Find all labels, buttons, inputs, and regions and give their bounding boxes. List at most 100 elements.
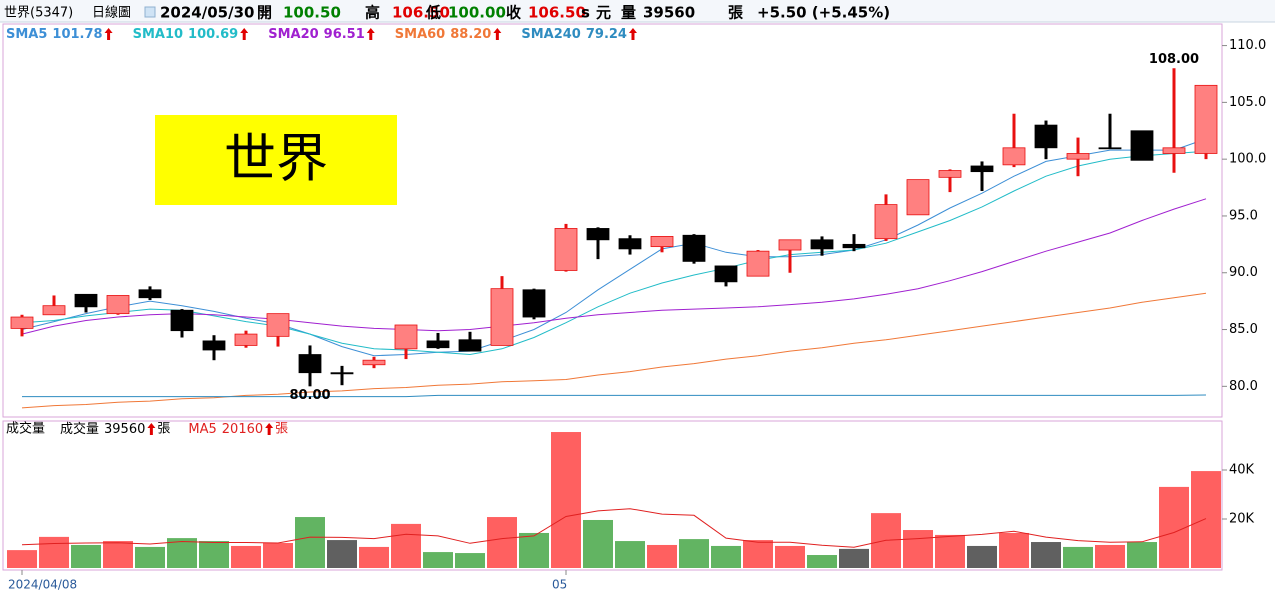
- open-label: 開: [257, 4, 272, 22]
- candle-body: [1130, 130, 1154, 161]
- ma-line: [21, 150, 1207, 356]
- volume-bar: [327, 540, 357, 568]
- volume-bar: [1031, 542, 1061, 568]
- candle-body: [778, 239, 802, 251]
- candle-body: [106, 295, 130, 315]
- y-tick-label: 100.0: [1229, 152, 1266, 167]
- change: +5.50 (+5.45%): [757, 4, 890, 22]
- volume-bar: [7, 550, 37, 568]
- candle-body: [842, 243, 866, 249]
- volume-bar: [487, 517, 517, 568]
- volume-legend-entry: 成交量 39560: [60, 421, 145, 437]
- legend-name: MA5: [188, 422, 216, 437]
- volume-bar: [807, 555, 837, 568]
- up-arrow-icon: [628, 28, 637, 40]
- volume-bar: [1127, 542, 1157, 568]
- candle-body: [1098, 147, 1122, 150]
- volume-label: 量: [621, 4, 636, 22]
- candle-body: [74, 293, 98, 308]
- volume-title: 成交量: [6, 421, 45, 437]
- legend-value: 79.24: [586, 27, 627, 42]
- candle-body: [298, 354, 322, 374]
- legend-name: SMA60: [395, 27, 445, 42]
- view-name: 日線圖: [92, 5, 131, 21]
- candle-body: [266, 313, 290, 337]
- volume-ma-line: [21, 508, 1207, 548]
- y-tick-label: 20K: [1229, 512, 1255, 527]
- volume-bar: [39, 536, 69, 568]
- annotation: 世界: [224, 130, 328, 190]
- legend-value: 20160: [222, 422, 263, 437]
- open-value: 100.50: [283, 4, 341, 22]
- volume-bar: [743, 540, 773, 568]
- up-arrow-icon: [240, 28, 249, 40]
- volume-unit: 張: [728, 4, 744, 22]
- candle-body: [522, 289, 546, 318]
- x-tick-label: 2024/04/08: [8, 578, 77, 592]
- candle-body: [490, 288, 514, 346]
- y-tick-label: 40K: [1229, 463, 1255, 478]
- candle-body: [234, 333, 258, 346]
- close-value: 106.50: [528, 4, 586, 22]
- low-label: 80.00: [289, 388, 330, 403]
- y-tick-label: 90.0: [1229, 265, 1258, 280]
- ma-line: [21, 292, 1207, 409]
- candle-body: [650, 236, 674, 248]
- candle-body: [906, 179, 930, 216]
- candle-body: [394, 324, 418, 350]
- up-arrow-icon: [104, 28, 113, 40]
- candle-body: [746, 250, 770, 277]
- volume-bar: [71, 544, 101, 568]
- volume-bar: [135, 546, 165, 568]
- volume-bar: [583, 519, 613, 568]
- volume-bar: [1063, 546, 1093, 568]
- ma-line: [21, 198, 1207, 335]
- volume-unit: 張: [275, 422, 288, 437]
- volume-unit: 張: [157, 422, 170, 437]
- y-tick-label: 80.0: [1229, 379, 1258, 394]
- legend-entry: SMA10 100.69: [133, 27, 239, 42]
- legend-name: SMA20: [268, 27, 318, 42]
- volume-bar: [263, 543, 293, 568]
- legend-value: 88.20: [450, 27, 491, 42]
- candle-body: [938, 170, 962, 178]
- y-tick-label: 95.0: [1229, 208, 1258, 223]
- volume-bar: [295, 517, 325, 568]
- volume-bar: [967, 545, 997, 568]
- legend-name: SMA240: [521, 27, 581, 42]
- currency: 元: [596, 4, 611, 22]
- legend-entry: SMA60 88.20: [395, 27, 492, 42]
- volume-bar: [903, 530, 933, 568]
- legend-name: SMA10: [133, 27, 183, 42]
- up-arrow-icon: [493, 28, 502, 40]
- s-marker: s: [581, 4, 590, 22]
- up-arrow-icon: [366, 28, 375, 40]
- volume-bar: [551, 432, 581, 568]
- legend-value: 96.51: [324, 27, 365, 42]
- volume-bar: [519, 532, 549, 568]
- ma-line: [22, 394, 1207, 398]
- volume-bar: [103, 541, 133, 568]
- high-label: 108.00: [1149, 52, 1199, 67]
- candle-body: [714, 265, 738, 283]
- high-label: 高: [365, 4, 380, 22]
- candle-body: [618, 238, 642, 250]
- candle-body: [202, 340, 226, 351]
- y-tick-label: 85.0: [1229, 322, 1258, 337]
- ma-line: [21, 138, 1207, 357]
- up-arrow-icon: [265, 423, 274, 435]
- candle-body: [1194, 84, 1218, 154]
- candle-body: [170, 309, 194, 332]
- legend-value: 39560: [104, 422, 145, 437]
- candle-body: [1034, 124, 1058, 149]
- volume-bar: [1095, 544, 1125, 568]
- stock-name: 世界(5347): [4, 6, 73, 21]
- checkbox[interactable]: [144, 6, 156, 18]
- volume-bar: [679, 539, 709, 568]
- date: 2024/05/30: [160, 4, 254, 22]
- close-label: 收: [506, 4, 521, 22]
- volume-bar: [167, 538, 197, 568]
- price-panel: [2, 23, 1223, 418]
- candle-body: [682, 234, 706, 262]
